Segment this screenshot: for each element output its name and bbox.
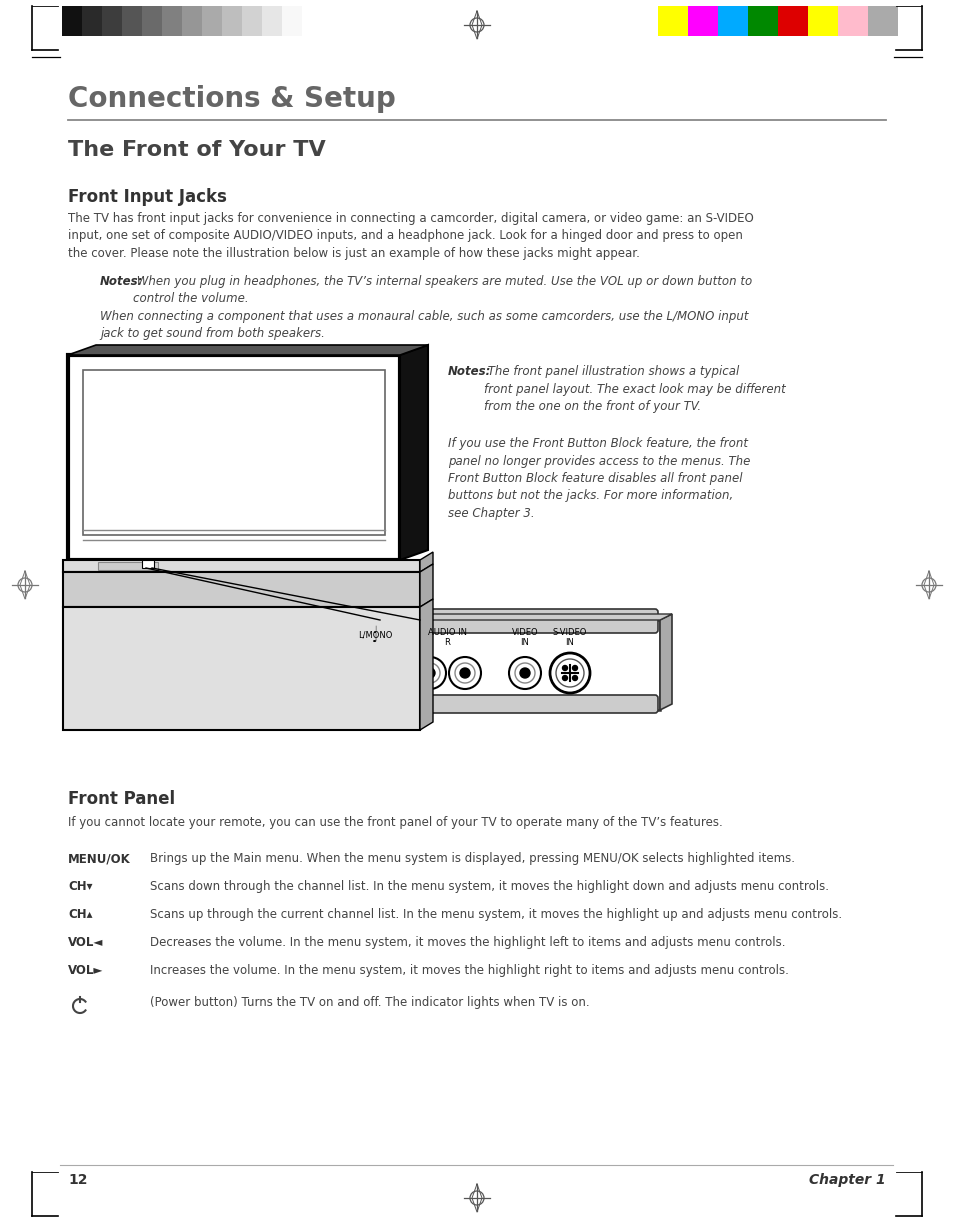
Circle shape [424, 668, 435, 678]
Text: Scans up through the current channel list. In the menu system, it moves the high: Scans up through the current channel lis… [150, 908, 841, 921]
Text: AUDIO IN: AUDIO IN [428, 628, 467, 637]
Bar [339, 620, 659, 710]
Text: When connecting a component that uses a monaural cable, such as some camcorders,: When connecting a component that uses a … [100, 310, 748, 341]
Circle shape [562, 676, 567, 681]
Bar [718, 6, 747, 35]
Text: CH▾: CH▾ [68, 880, 92, 893]
Text: Notes:: Notes: [100, 275, 143, 288]
Bar [142, 560, 153, 568]
Circle shape [370, 668, 379, 678]
Polygon shape [419, 552, 433, 572]
Circle shape [519, 668, 530, 678]
Bar [63, 560, 419, 572]
Bar [182, 6, 202, 35]
Text: Brings up the Main menu. When the menu system is displayed, pressing MENU/OK sel: Brings up the Main menu. When the menu s… [150, 852, 794, 865]
Text: Front Input Jacks: Front Input Jacks [68, 188, 227, 207]
Text: S-VIDEO: S-VIDEO [552, 628, 587, 637]
Bar [262, 6, 282, 35]
Bar [63, 572, 419, 607]
Bar [837, 6, 867, 35]
Text: Increases the volume. In the menu system, it moves the highlight right to items : Increases the volume. In the menu system… [150, 964, 788, 978]
Text: Connections & Setup: Connections & Setup [68, 86, 395, 112]
FancyBboxPatch shape [341, 695, 658, 712]
Text: If you cannot locate your remote, you can use the front panel of your TV to oper: If you cannot locate your remote, you ca… [68, 816, 722, 829]
Polygon shape [68, 345, 428, 356]
Text: MENU/OK: MENU/OK [68, 852, 131, 865]
Bar [102, 6, 122, 35]
Polygon shape [659, 613, 671, 710]
Circle shape [365, 664, 385, 683]
Text: If you use the Front Button Block feature, the front
panel no longer provides ac: If you use the Front Button Block featur… [448, 437, 750, 521]
Polygon shape [399, 345, 428, 560]
Bar [122, 6, 142, 35]
Text: Scans down through the channel list. In the menu system, it moves the highlight : Scans down through the channel list. In … [150, 880, 828, 893]
Text: The Front of Your TV: The Front of Your TV [68, 141, 325, 160]
Text: CH▴: CH▴ [68, 908, 92, 921]
Text: Chapter 1: Chapter 1 [808, 1173, 885, 1187]
Bar [747, 6, 778, 35]
Bar [658, 6, 687, 35]
Bar [63, 607, 419, 730]
Text: VIDEO: VIDEO [511, 628, 537, 637]
Text: Front Panel: Front Panel [68, 789, 175, 808]
Text: VOL►: VOL► [68, 964, 103, 978]
Circle shape [572, 666, 577, 671]
Text: (Power button) Turns the TV on and off. The indicator lights when TV is on.: (Power button) Turns the TV on and off. … [150, 996, 589, 1009]
Bar [222, 6, 242, 35]
Circle shape [353, 651, 396, 695]
Bar [62, 6, 82, 35]
Text: VOL◄: VOL◄ [68, 936, 103, 949]
Text: IN: IN [520, 638, 529, 646]
Text: IN: IN [565, 638, 574, 646]
Bar [867, 6, 897, 35]
Bar [68, 356, 399, 560]
Text: ♩: ♩ [372, 632, 377, 645]
FancyBboxPatch shape [341, 609, 658, 633]
Bar [807, 6, 837, 35]
Bar [282, 6, 302, 35]
Polygon shape [419, 565, 433, 607]
Text: ♩: ♩ [373, 624, 377, 635]
Text: The TV has front input jacks for convenience in connecting a camcorder, digital : The TV has front input jacks for conveni… [68, 211, 753, 260]
Bar [202, 6, 222, 35]
Text: When you plug in headphones, the TV’s internal speakers are muted. Use the VOL u: When you plug in headphones, the TV’s in… [132, 275, 752, 306]
Circle shape [459, 668, 470, 678]
Bar [242, 6, 262, 35]
Circle shape [572, 676, 577, 681]
Polygon shape [339, 613, 671, 620]
Bar [162, 6, 182, 35]
Text: The front panel illustration shows a typical
front panel layout. The exact look : The front panel illustration shows a typ… [483, 365, 785, 413]
Polygon shape [419, 599, 433, 730]
Text: L/MONO: L/MONO [357, 631, 392, 639]
Bar [778, 6, 807, 35]
Text: R: R [444, 638, 450, 646]
Circle shape [562, 666, 567, 671]
Bar [83, 370, 385, 535]
Text: Notes:: Notes: [448, 365, 491, 378]
Bar [687, 6, 718, 35]
Bar [142, 6, 162, 35]
Bar [82, 6, 102, 35]
Text: Decreases the volume. In the menu system, it moves the highlight left to items a: Decreases the volume. In the menu system… [150, 936, 784, 949]
Text: 12: 12 [68, 1173, 88, 1187]
Bar [98, 562, 158, 569]
